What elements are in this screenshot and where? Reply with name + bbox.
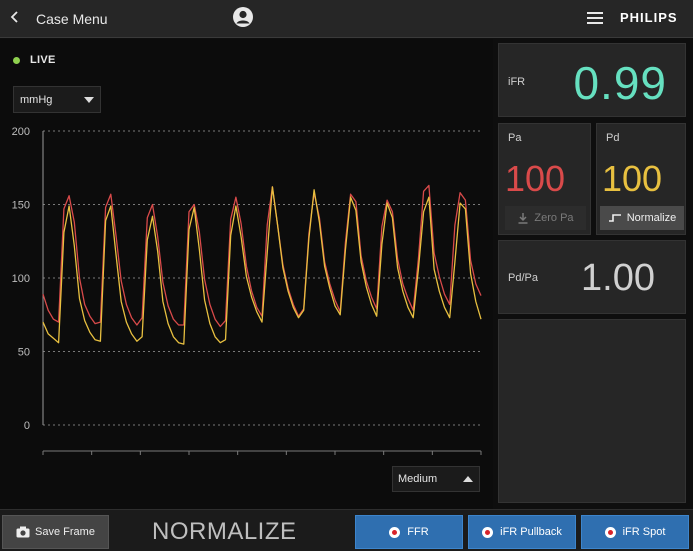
caret-down-icon xyxy=(84,97,94,103)
pd-pa-value: 1.00 xyxy=(581,257,655,299)
pd-pa-label: Pd/Pa xyxy=(508,272,538,284)
case-menu-label: Case Menu xyxy=(36,11,108,27)
save-frame-button[interactable]: Save Frame xyxy=(2,515,109,549)
ifr-card: iFR 0.99 xyxy=(498,43,686,117)
pd-pa-card: Pd/Pa 1.00 xyxy=(498,240,686,314)
live-indicator: LIVE xyxy=(13,54,56,66)
ifr-pullback-label: iFR Pullback xyxy=(500,526,562,538)
pd-value: 100 xyxy=(602,158,663,199)
metrics-column: iFR 0.99 Pa 100 Zero Pa Pd 100 xyxy=(493,39,693,509)
live-label: LIVE xyxy=(30,54,56,66)
y-tick-label-50: 50 xyxy=(18,347,30,359)
ffr-button[interactable]: FFR xyxy=(355,515,463,549)
save-frame-label: Save Frame xyxy=(35,526,95,538)
pd-label: Pd xyxy=(606,132,620,144)
mode-label: NORMALIZE xyxy=(152,518,297,545)
pa-card: Pa 100 Zero Pa xyxy=(498,123,591,235)
normalize-label: Normalize xyxy=(626,212,677,224)
sweep-speed-value: Medium xyxy=(398,473,438,485)
top-bar: Case Menu PHILIPS xyxy=(0,0,693,38)
download-arrow-icon xyxy=(518,213,528,224)
case-menu-button[interactable]: Case Menu xyxy=(8,7,108,31)
y-tick-label-100: 100 xyxy=(12,273,30,285)
pd-card: Pd 100 Normalize xyxy=(596,123,686,235)
user-profile-icon[interactable] xyxy=(232,6,254,28)
record-icon xyxy=(482,526,494,538)
hamburger-menu-icon[interactable] xyxy=(587,11,603,25)
ifr-spot-label: iFR Spot xyxy=(622,526,666,538)
ifr-pullback-button[interactable]: iFR Pullback xyxy=(468,515,576,549)
y-tick-label-150: 150 xyxy=(12,200,30,212)
record-icon xyxy=(389,526,401,538)
ffr-label: FFR xyxy=(407,526,429,538)
ifr-value: 0.99 xyxy=(573,57,667,109)
pd-waveform-line xyxy=(42,186,482,345)
sweep-speed-dropdown[interactable]: Medium xyxy=(392,466,480,492)
pressure-chart-panel: LIVE mmHg 200 150 100 50 0 Medium xyxy=(0,39,493,509)
live-dot-icon xyxy=(13,56,20,64)
bottom-bar: Save Frame NORMALIZE FFR iFR Pullback iF… xyxy=(0,509,693,551)
unit-dropdown[interactable]: mmHg xyxy=(13,86,101,113)
ifr-spot-button[interactable]: iFR Spot xyxy=(581,515,689,549)
record-icon xyxy=(604,526,616,538)
unit-dropdown-value: mmHg xyxy=(20,93,53,106)
normalize-step-icon xyxy=(608,214,621,222)
ifr-label: iFR xyxy=(508,76,526,88)
zero-pa-button[interactable]: Zero Pa xyxy=(505,206,586,230)
pa-waveform-line xyxy=(42,184,482,328)
y-tick-label-0: 0 xyxy=(24,420,30,432)
chevron-left-icon xyxy=(8,10,22,29)
zero-pa-label: Zero Pa xyxy=(534,212,574,224)
camera-icon xyxy=(16,526,30,538)
pa-label: Pa xyxy=(508,132,522,144)
normalize-button[interactable]: Normalize xyxy=(600,206,684,230)
y-tick-label-200: 200 xyxy=(12,126,30,138)
empty-panel xyxy=(498,319,686,503)
pressure-waveform-chart: 200 150 100 50 0 xyxy=(12,126,482,455)
brand-logo: PHILIPS xyxy=(620,10,678,25)
pa-value: 100 xyxy=(505,158,566,199)
caret-up-icon xyxy=(463,476,473,482)
